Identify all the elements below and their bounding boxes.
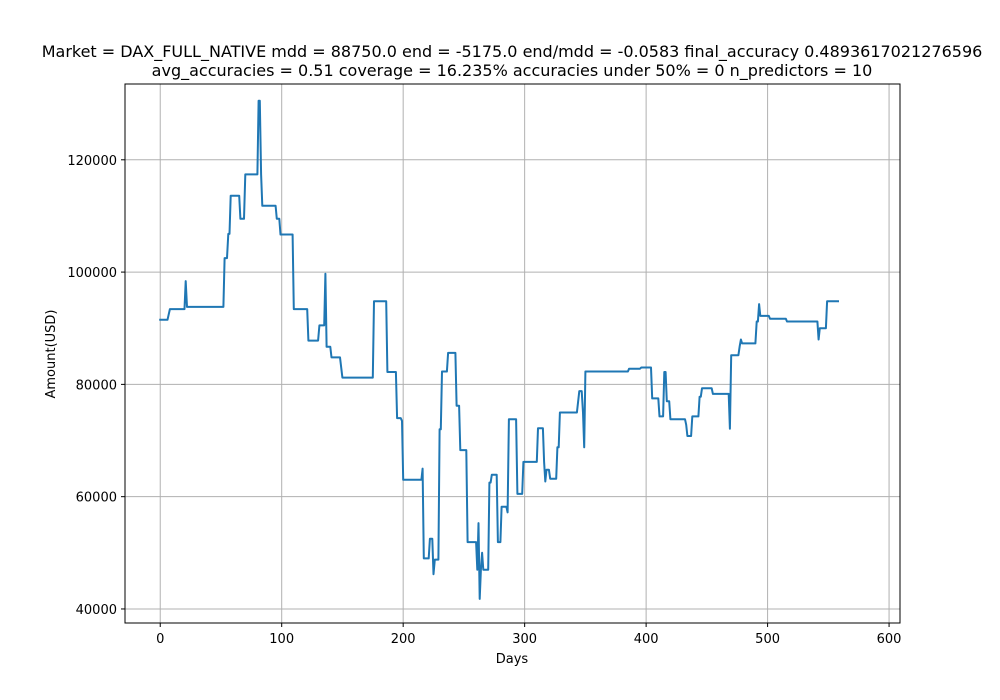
x-tick-label: 600 <box>877 632 902 647</box>
x-tick-label: 300 <box>512 632 537 647</box>
chart-title-line-1: Market = DAX_FULL_NATIVE mdd = 88750.0 e… <box>42 42 983 62</box>
series-layer <box>159 99 839 600</box>
y-tick-label: 80000 <box>76 378 117 393</box>
series-line <box>159 99 839 600</box>
y-tick-label: 120000 <box>67 154 117 169</box>
x-axis-label: Days <box>496 652 529 667</box>
x-tick-label: 400 <box>634 632 659 647</box>
y-tick-label: 60000 <box>76 491 117 506</box>
x-tick-label: 0 <box>156 632 164 647</box>
y-tick-label: 40000 <box>76 603 117 618</box>
plot-frame <box>124 83 901 624</box>
y-axis-label: Amount(USD) <box>44 309 59 398</box>
grid-lines <box>125 84 900 623</box>
x-tick-label: 100 <box>269 632 294 647</box>
x-tick-label: 500 <box>755 632 780 647</box>
x-tick-label: 200 <box>391 632 416 647</box>
ticks: 0 100 200 300 400 500 600 40000 60000 80000 100000… <box>67 154 901 647</box>
chart-title-line-2: avg_accuracies = 0.51 coverage = 16.235%… <box>152 61 873 81</box>
y-tick-label: 100000 <box>67 266 117 281</box>
